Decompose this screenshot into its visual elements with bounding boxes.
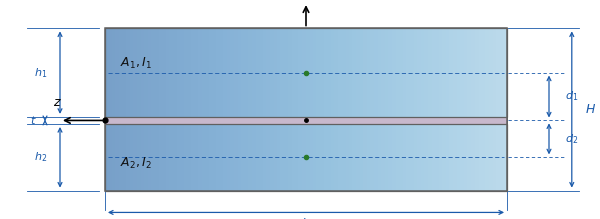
Text: $H$: $H$ xyxy=(585,103,596,116)
Text: $b$: $b$ xyxy=(301,217,311,219)
Text: $d_2$: $d_2$ xyxy=(565,132,578,146)
Text: $d_1$: $d_1$ xyxy=(565,90,578,103)
Text: $t$: $t$ xyxy=(29,115,37,126)
Text: $z$: $z$ xyxy=(53,97,61,110)
Text: $h_2$: $h_2$ xyxy=(34,150,47,164)
Bar xyxy=(105,124,507,191)
Bar xyxy=(105,28,507,191)
Bar xyxy=(105,28,507,117)
Text: $y$: $y$ xyxy=(313,0,323,1)
Text: $A_2, I_2$: $A_2, I_2$ xyxy=(120,156,152,171)
Text: $h_1$: $h_1$ xyxy=(34,66,47,79)
Text: $A_1, I_1$: $A_1, I_1$ xyxy=(120,56,152,71)
Bar xyxy=(105,117,507,124)
